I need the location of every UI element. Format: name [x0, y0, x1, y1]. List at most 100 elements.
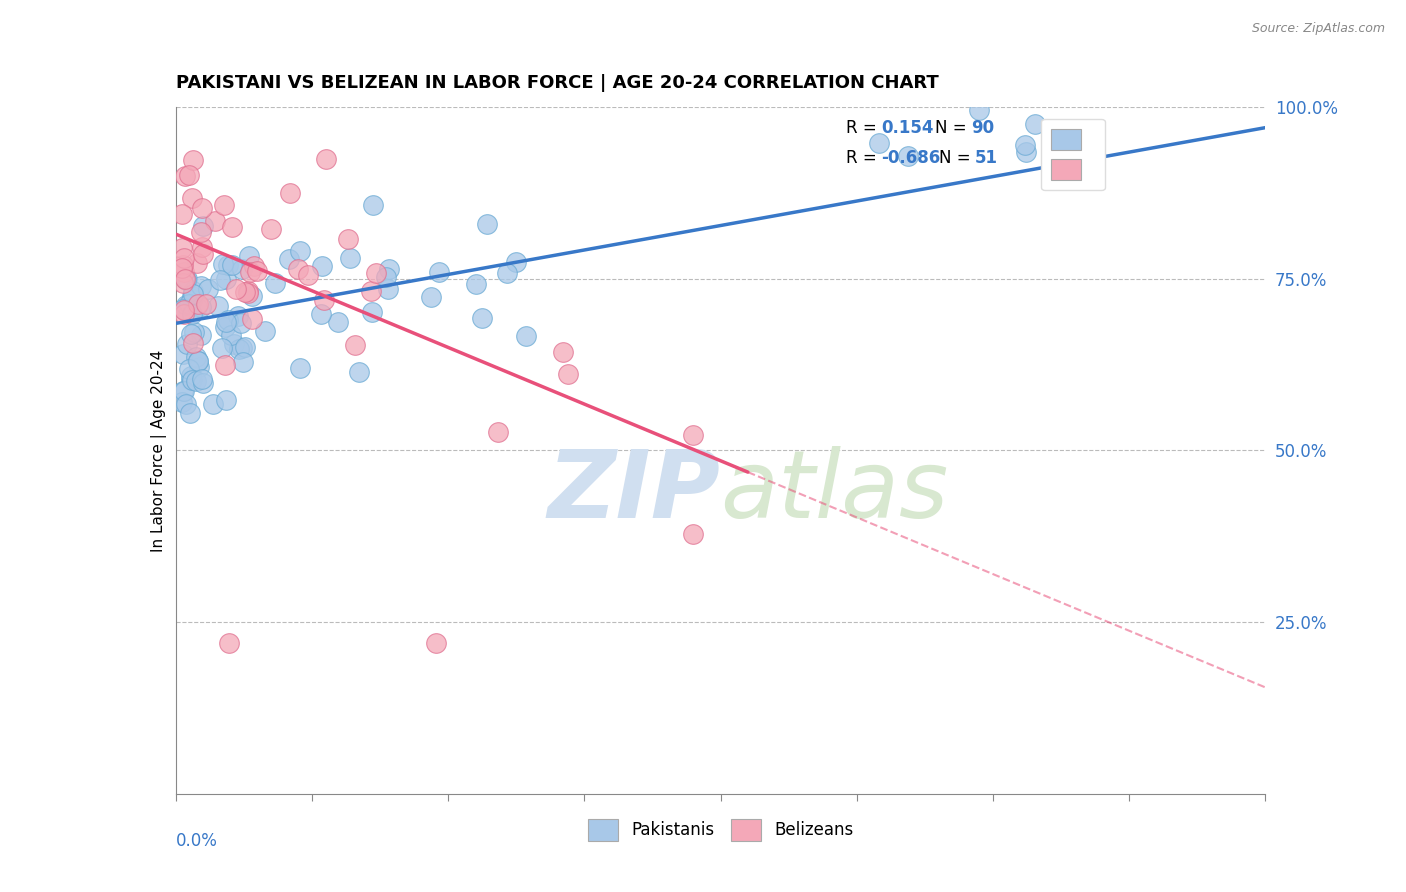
Point — [229, 316, 252, 330]
Point — [184, 350, 207, 364]
Point — [173, 265, 195, 279]
Point — [239, 265, 262, 279]
Point — [339, 251, 361, 265]
Point — [172, 241, 194, 255]
Point — [190, 328, 212, 343]
Point — [238, 286, 260, 301]
Y-axis label: In Labor Force | Age 20-24: In Labor Force | Age 20-24 — [152, 350, 167, 551]
Point — [240, 289, 263, 303]
Point — [172, 259, 194, 273]
Point — [186, 300, 208, 314]
Point — [1015, 145, 1038, 160]
Point — [180, 288, 202, 302]
Point — [682, 527, 704, 541]
Point — [181, 153, 204, 168]
Point — [204, 214, 226, 228]
Text: N =: N = — [935, 120, 967, 137]
Point — [278, 186, 301, 201]
Point — [868, 136, 890, 150]
Point — [967, 103, 990, 118]
Point — [172, 261, 194, 276]
Point — [288, 244, 311, 259]
Point — [190, 226, 212, 240]
Point — [464, 277, 486, 291]
Point — [191, 219, 214, 234]
Point — [361, 198, 384, 212]
Point — [179, 406, 201, 420]
Point — [232, 355, 254, 369]
Point — [212, 257, 235, 271]
Point — [191, 372, 214, 386]
Point — [477, 218, 499, 232]
Point — [217, 258, 239, 272]
Point — [361, 305, 384, 319]
Point — [194, 297, 217, 311]
Point — [193, 247, 215, 261]
Point — [233, 340, 256, 354]
Point — [173, 302, 195, 317]
Point — [207, 300, 229, 314]
Point — [309, 306, 332, 320]
Point — [221, 327, 243, 342]
Point — [172, 207, 194, 221]
Point — [366, 266, 388, 280]
Point — [181, 292, 204, 306]
Point — [217, 313, 239, 327]
Point — [180, 373, 202, 387]
Point — [191, 376, 214, 390]
Point — [172, 347, 194, 361]
Point — [183, 325, 205, 339]
Point — [427, 265, 450, 279]
Point — [420, 290, 443, 304]
Point — [557, 367, 579, 381]
Point — [215, 392, 238, 407]
Point — [181, 336, 204, 351]
Point — [505, 254, 527, 268]
Point — [1014, 137, 1036, 152]
Point — [173, 169, 195, 184]
Text: R =: R = — [846, 149, 876, 168]
Point — [231, 341, 253, 355]
Text: 0.0%: 0.0% — [176, 831, 218, 850]
Legend: Pakistanis, Belizeans: Pakistanis, Belizeans — [581, 813, 860, 847]
Point — [191, 239, 214, 253]
Point — [187, 360, 209, 375]
Point — [177, 168, 200, 182]
Point — [214, 315, 236, 329]
Text: ZIP: ZIP — [548, 446, 721, 538]
Point — [173, 384, 195, 399]
Point — [360, 285, 382, 299]
Point — [260, 221, 283, 235]
Point — [180, 369, 202, 384]
Point — [297, 268, 319, 282]
Point — [377, 282, 399, 296]
Text: atlas: atlas — [721, 446, 949, 537]
Point — [246, 264, 269, 278]
Point — [378, 261, 401, 276]
Point — [201, 397, 224, 411]
Point — [344, 338, 367, 352]
Point — [218, 636, 240, 650]
Point — [176, 337, 198, 351]
Text: N =: N = — [939, 149, 970, 168]
Point — [495, 266, 517, 280]
Point — [187, 296, 209, 310]
Point — [184, 374, 207, 388]
Point — [212, 198, 235, 212]
Point — [328, 315, 350, 329]
Point — [180, 373, 202, 387]
Point — [190, 300, 212, 314]
Point — [240, 311, 263, 326]
Text: 51: 51 — [974, 149, 997, 168]
Point — [181, 190, 204, 204]
Point — [288, 361, 311, 376]
Point — [172, 384, 194, 398]
Text: 0.154: 0.154 — [880, 120, 934, 137]
Point — [515, 328, 537, 343]
Point — [173, 307, 195, 321]
Point — [174, 273, 197, 287]
Point — [228, 342, 250, 356]
Point — [231, 261, 253, 276]
Point — [180, 326, 202, 341]
Point — [311, 259, 333, 273]
